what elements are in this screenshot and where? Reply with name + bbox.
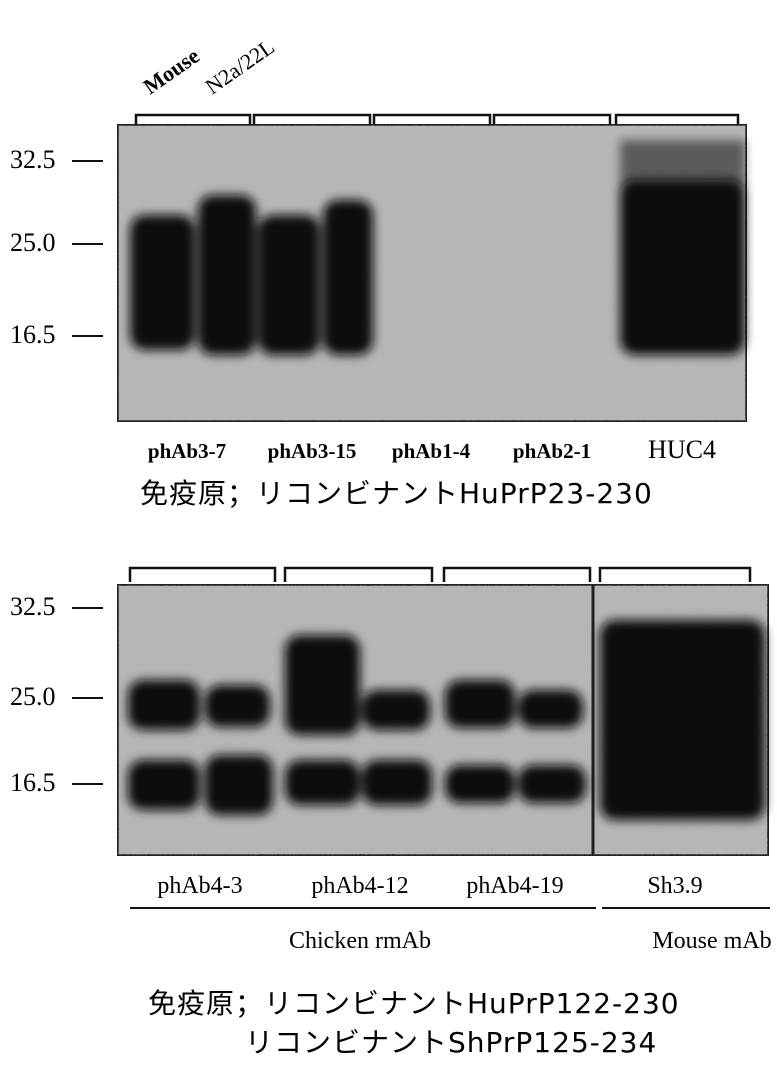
group-label: Mouse mAb <box>652 928 771 954</box>
caption: 免疫原；リコンビナントHuPrP23-230 <box>140 477 653 510</box>
marker-label: 32.5 <box>10 592 56 621</box>
lane-label: phAb3-7 <box>148 439 226 463</box>
lane-label: phAb4-3 <box>157 873 242 899</box>
lane-label: phAb3-15 <box>268 439 357 463</box>
lane-label: phAb4-12 <box>311 873 408 899</box>
marker-label: 25.0 <box>10 682 56 711</box>
lane-brackets <box>134 113 740 128</box>
lane-label: Sh3.9 <box>647 873 702 899</box>
caption: リコンビナントShPrP125-234 <box>245 1026 657 1059</box>
group-label: Chicken rmAb <box>289 928 431 954</box>
lane-label: HUC4 <box>648 435 716 464</box>
bands <box>130 140 745 355</box>
column-label: N2a/22L <box>201 34 279 99</box>
panel-2: 32.5 25.0 16.5 phAb4-3 phAb4-12 phAb4-19… <box>10 566 772 1059</box>
caption: 免疫原；リコンビナントHuPrP122-230 <box>148 987 680 1020</box>
bands <box>128 620 765 820</box>
marker-label: 25.0 <box>10 228 56 257</box>
marker-dashes <box>72 160 103 337</box>
lane-brackets <box>128 566 752 582</box>
marker-dashes <box>72 607 103 785</box>
lane-label: phAb1-4 <box>392 439 471 463</box>
marker-label: 32.5 <box>10 145 56 174</box>
lane-label: phAb4-19 <box>466 873 563 899</box>
lane-label: phAb2-1 <box>513 439 591 463</box>
panel-1: Mouse N2a/22L 32.5 25.0 16.5 phAb3-7 phA… <box>10 34 747 510</box>
column-label: Mouse <box>139 43 205 99</box>
marker-label: 16.5 <box>10 320 56 349</box>
marker-label: 16.5 <box>10 768 56 797</box>
